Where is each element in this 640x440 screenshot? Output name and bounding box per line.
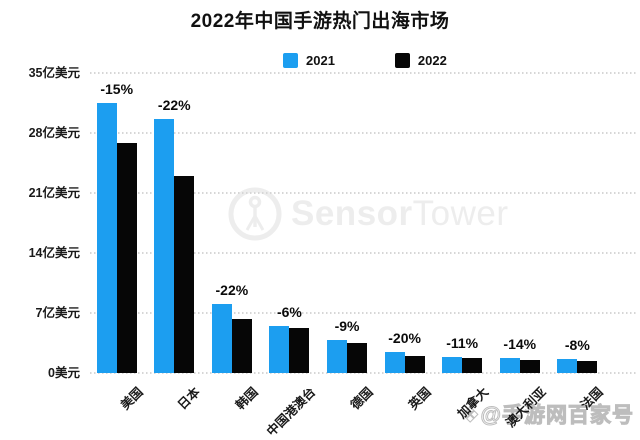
bar-2022 bbox=[347, 342, 368, 373]
legend-label-2022: 2022 bbox=[417, 53, 447, 68]
gridline bbox=[90, 372, 638, 374]
x-tick-label: 中国港澳台 bbox=[264, 384, 319, 439]
x-tick-label: 法国 bbox=[578, 384, 607, 413]
bar-2021 bbox=[499, 358, 520, 373]
x-tick-label: 美国 bbox=[117, 384, 146, 413]
change-label: -11% bbox=[446, 334, 479, 351]
change-label: -15% bbox=[100, 81, 134, 97]
bar-2022 bbox=[404, 355, 425, 373]
x-tick-label: 澳大利亚 bbox=[503, 384, 549, 431]
legend: 2021 2022 bbox=[283, 53, 447, 68]
y-tick-label: 21亿美元 bbox=[28, 186, 80, 200]
bar-2021 bbox=[384, 351, 405, 373]
y-tick-label: 35亿美元 bbox=[28, 66, 80, 80]
change-label: -22% bbox=[215, 281, 249, 298]
legend-swatch-2022-icon bbox=[394, 53, 410, 68]
change-label: -9% bbox=[334, 317, 360, 334]
y-tick-label: 28亿美元 bbox=[28, 126, 80, 140]
bar-2022 bbox=[289, 328, 310, 373]
gridline bbox=[90, 252, 638, 254]
bar-2022 bbox=[462, 358, 483, 373]
x-tick-label: 日本 bbox=[175, 384, 203, 413]
sensor-tower-antenna-icon bbox=[228, 187, 282, 241]
gridline bbox=[90, 132, 638, 134]
x-tick-label: 英国 bbox=[405, 384, 434, 413]
y-tick-label: 14亿美元 bbox=[28, 246, 80, 260]
sensor-tower-watermark: SensorTower bbox=[227, 186, 509, 242]
change-label: -22% bbox=[157, 97, 191, 114]
change-label: -20% bbox=[388, 329, 421, 346]
gridline bbox=[90, 192, 638, 194]
bar-2021 bbox=[96, 103, 117, 373]
legend-label-2021: 2021 bbox=[306, 53, 335, 68]
bar-2021 bbox=[154, 119, 175, 373]
sensor-tower-wordmark: SensorTower bbox=[291, 194, 509, 233]
bar-2022 bbox=[577, 360, 598, 373]
bar-2022 bbox=[174, 175, 195, 373]
bar-2021 bbox=[269, 325, 290, 373]
change-label: -8% bbox=[564, 337, 590, 354]
y-tick-label: 7亿美元 bbox=[35, 306, 80, 320]
change-label: -14% bbox=[503, 336, 537, 352]
bar-2021 bbox=[557, 359, 578, 373]
bar-2022 bbox=[231, 319, 252, 373]
gridline bbox=[90, 312, 638, 314]
chart-title: 2022年中国手游热门出海市场 bbox=[190, 11, 450, 32]
bar-2021 bbox=[211, 303, 232, 373]
x-tick-label: 韩国 bbox=[232, 384, 261, 413]
legend-item-2022: 2022 bbox=[394, 53, 447, 68]
bar-2022 bbox=[116, 143, 137, 373]
legend-swatch-2021-icon bbox=[283, 53, 298, 68]
gridline bbox=[90, 72, 638, 74]
bar-2021 bbox=[327, 339, 348, 373]
baijiahao-watermark: ❖@手游网百家号 bbox=[460, 399, 634, 429]
bar-2022 bbox=[519, 360, 540, 373]
x-tick-label: 德国 bbox=[348, 384, 376, 413]
legend-item-2021: 2021 bbox=[283, 53, 335, 68]
change-label: -6% bbox=[276, 303, 302, 320]
bar-2021 bbox=[442, 356, 463, 373]
x-tick-label: 加拿大 bbox=[454, 384, 491, 422]
y-tick-label: 0美元 bbox=[48, 366, 80, 380]
